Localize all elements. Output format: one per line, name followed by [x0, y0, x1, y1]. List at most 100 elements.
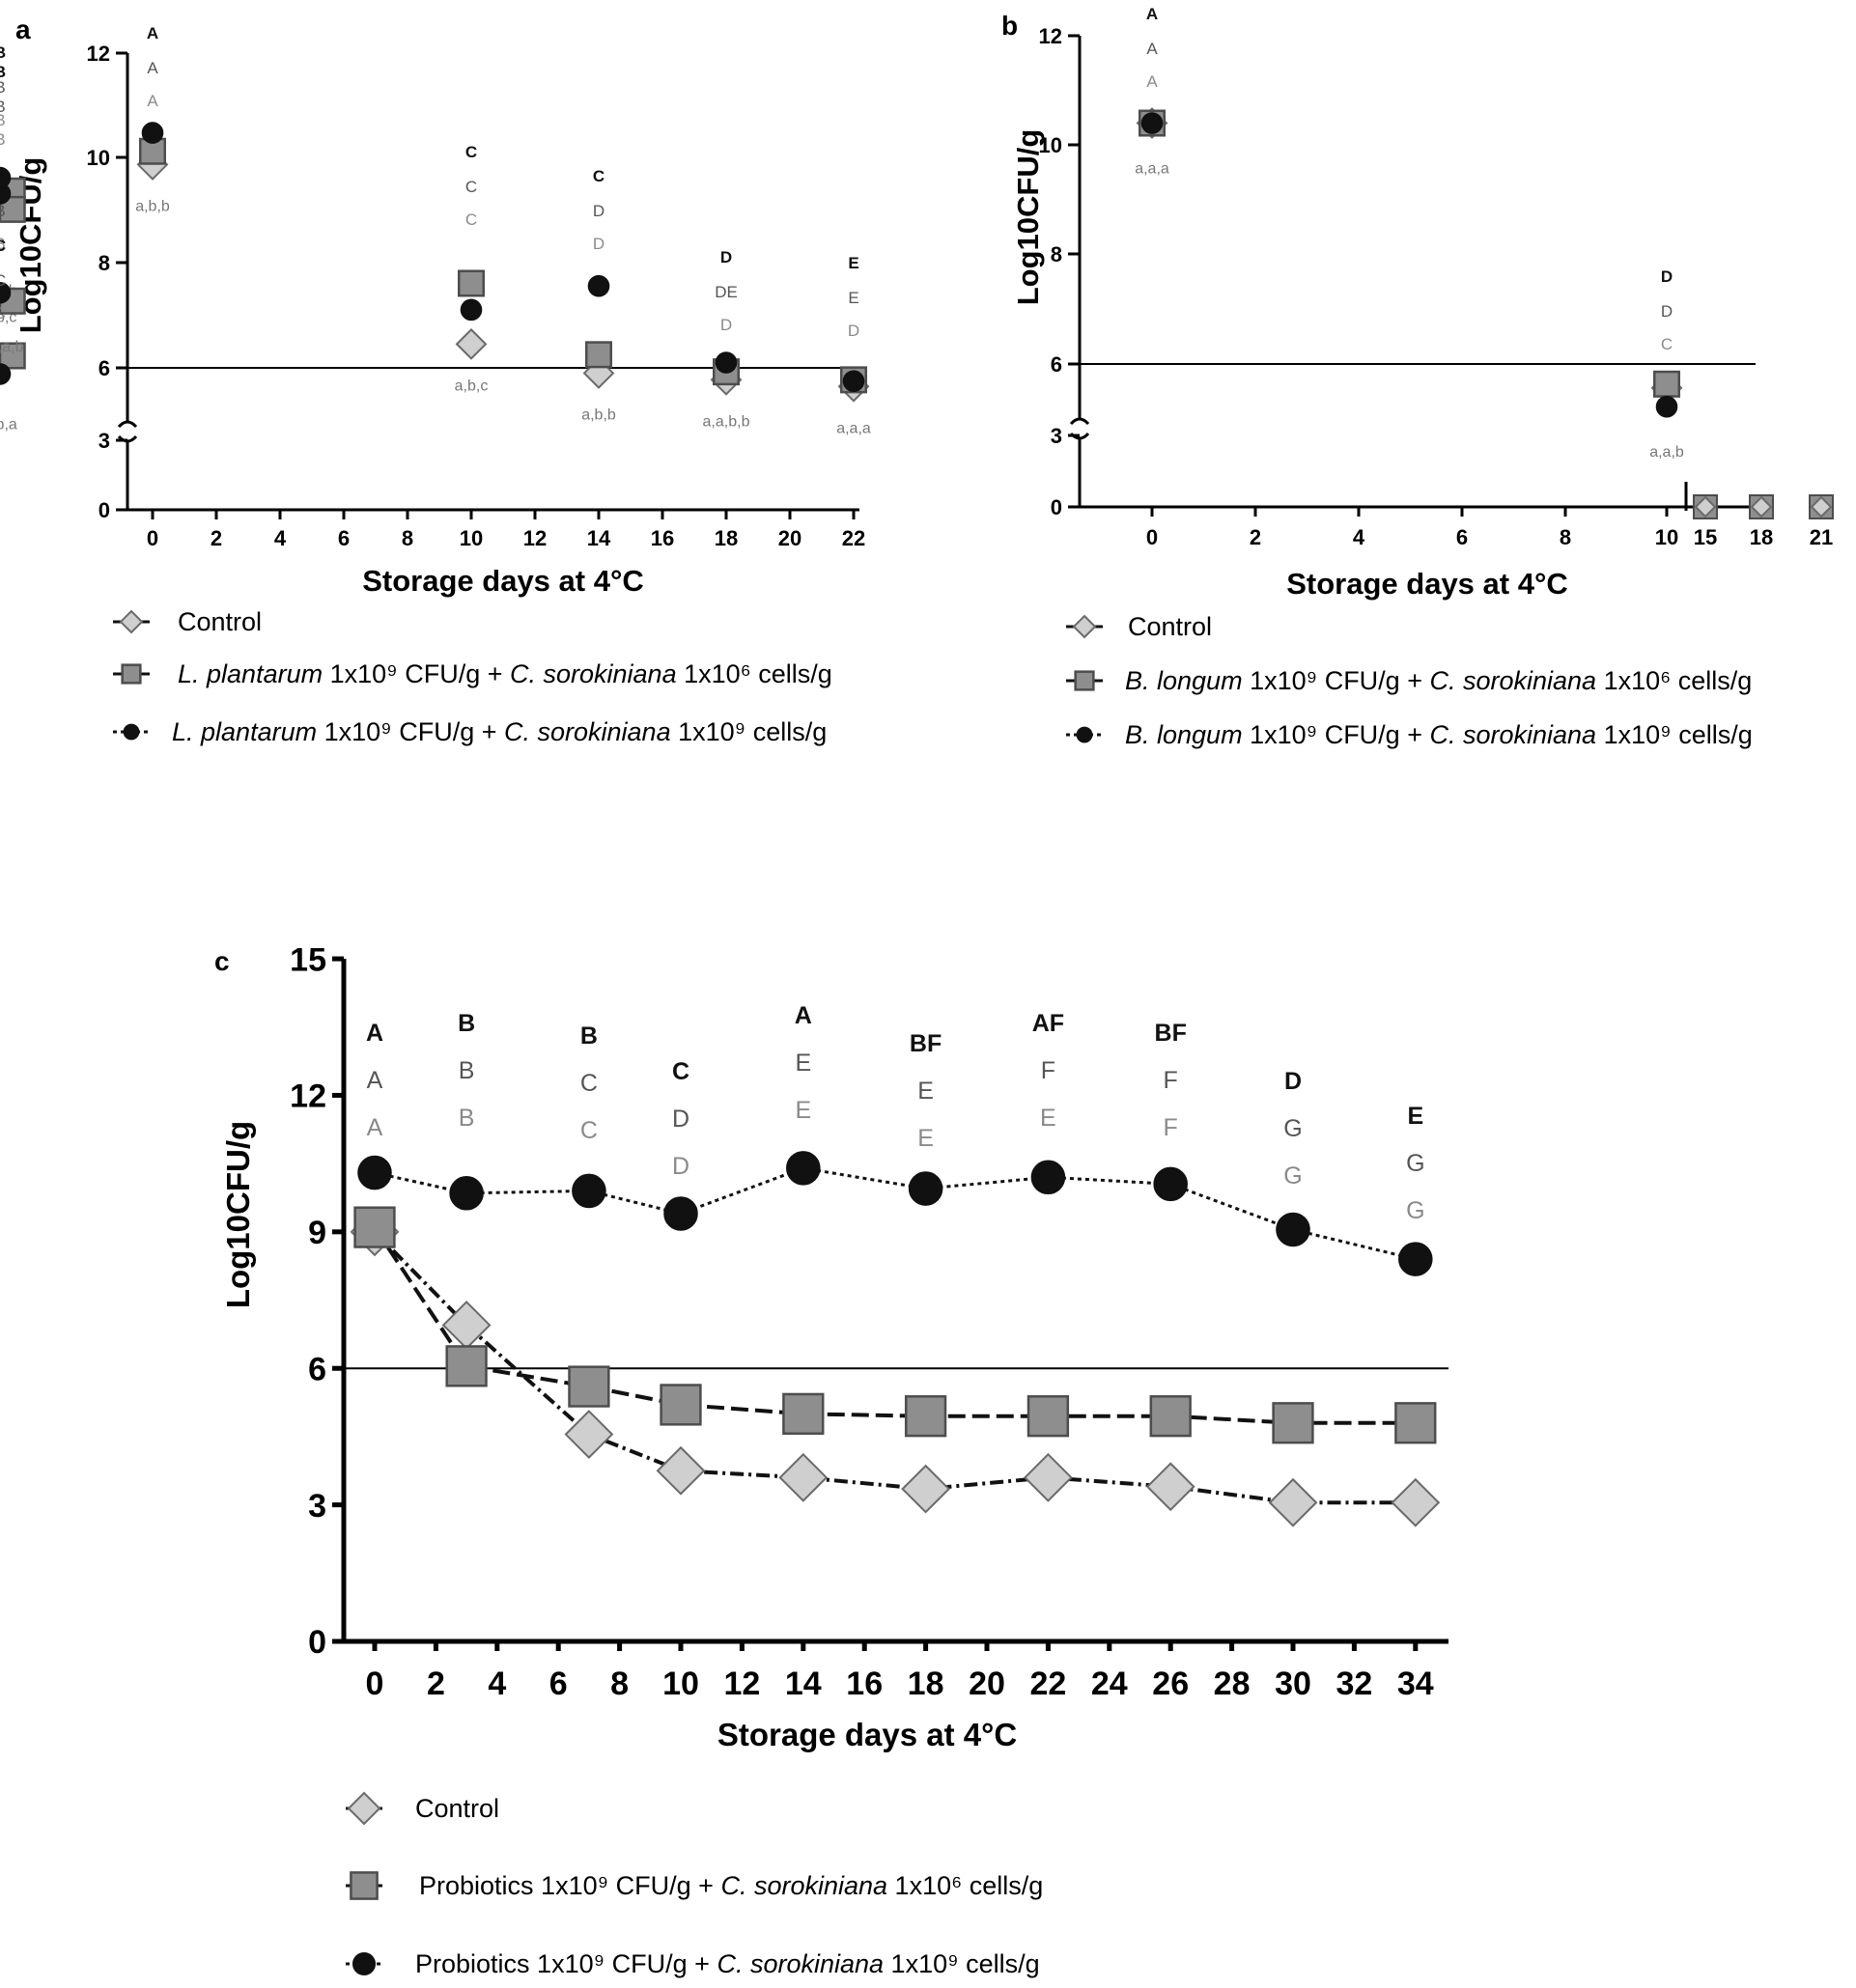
data-point-circle: [460, 298, 483, 322]
data-point-square: [445, 1345, 488, 1387]
axis-break-mark: [117, 420, 138, 443]
data-point-square: [1653, 370, 1680, 398]
x-tick-label: 30: [1275, 1666, 1311, 1702]
significance-letter: E: [795, 1050, 811, 1077]
significance-letter-bottom: a,b,a: [0, 417, 17, 434]
legend-label-part: 1x10⁹ CFU/g +: [323, 659, 510, 688]
significance-letter: G: [1283, 1115, 1302, 1142]
data-point-square: [782, 1392, 825, 1435]
significance-letter: A: [367, 1067, 383, 1094]
significance-letter: C: [0, 237, 6, 255]
data-point-circle: [1655, 395, 1678, 418]
x-tick-label: 4: [488, 1666, 506, 1702]
y-tick-label: 3: [308, 1488, 326, 1525]
data-point-circle: [0, 182, 12, 205]
significance-letter: BF: [1155, 1020, 1187, 1047]
significance-letter: G: [1406, 1150, 1424, 1177]
x-tick-label: 10: [1655, 525, 1678, 549]
data-point-circle: [908, 1171, 943, 1206]
significance-letter-bottom: a,b,c: [455, 378, 489, 394]
significance-letter: D: [720, 248, 732, 266]
legend-label-part: 1x10⁹ CFU/g +: [1243, 666, 1430, 695]
significance-letter: C: [0, 271, 6, 290]
significance-letter: A: [1146, 5, 1158, 23]
legend-marker-circle: [1076, 726, 1093, 743]
significance-letter: C: [465, 178, 477, 196]
significance-letter: B: [0, 78, 6, 97]
x-axis-title: Storage days at 4°C: [1286, 567, 1568, 601]
data-point-diamond: [1023, 1452, 1073, 1502]
significance-letter: F: [1164, 1067, 1178, 1094]
legend-label-part: L. plantarum: [172, 717, 317, 746]
legend-label-part: C. sorokiniana: [504, 717, 671, 746]
x-tick-label: 10: [460, 526, 483, 550]
significance-letter: A: [1146, 72, 1158, 91]
significance-letter: E: [795, 1097, 811, 1124]
panel-letter-c: c: [214, 946, 230, 976]
significance-letter: DE: [715, 283, 738, 301]
legend-label-part: B. longum: [1125, 720, 1243, 749]
legend-marker-square: [350, 1871, 379, 1900]
significance-letter: B: [459, 1105, 475, 1132]
x-tick-label: 8: [402, 526, 413, 550]
series-line-diamond: [373, 1230, 1416, 1505]
legend-label-part: C. sorokiniana: [720, 1871, 887, 1900]
significance-letter: C: [0, 304, 6, 322]
x-tick-label: 26: [1152, 1666, 1189, 1702]
y-axis-title: Log10CFU/g: [1011, 129, 1045, 306]
significance-letter: C: [580, 1070, 598, 1097]
legend-label-circle: B. longum 1x10⁹ CFU/g + C. sorokiniana 1…: [1125, 720, 1753, 749]
legend-label-part: Control: [1128, 612, 1212, 641]
data-point-square: [0, 195, 26, 223]
significance-letter: D: [593, 235, 605, 253]
legend-label-part: 1x10⁹ CFU/g +: [317, 717, 504, 746]
x-tick-label: 2: [1250, 525, 1261, 549]
significance-letter: B: [0, 43, 6, 62]
legend-label-part: 1x10⁹ cells/g: [671, 717, 828, 746]
y-tick-label: 12: [1039, 24, 1062, 48]
x-tick-label: 6: [1456, 525, 1468, 549]
y-tick-label: 0: [308, 1624, 326, 1661]
panel-a: a 0 3 6 8 10 12 0 2 4 6 8 10 12 14 16 18 20 22 Storage days…: [0, 14, 871, 746]
x-tick-label: 12: [723, 1666, 760, 1702]
y-tick-label: 0: [1051, 495, 1062, 519]
legend-marker-diamond: [119, 609, 144, 634]
data-point-circle: [587, 274, 610, 297]
significance-letter: A: [1146, 40, 1158, 58]
panel-b: b 0 3 6 8 10 12 0 2 4 6 8 10 15 18 21 Storage days at 4°…: [0, 5, 1834, 749]
data-point-circle: [1398, 1242, 1433, 1276]
y-tick-label: 8: [98, 251, 110, 275]
x-tick-label: 0: [366, 1666, 384, 1702]
data-point-circle: [572, 1173, 606, 1209]
data-point-circle: [0, 281, 12, 304]
legend-label-part: 1x10⁶ cells/g: [677, 659, 832, 688]
significance-letter: B: [0, 98, 6, 116]
data-point-diamond: [901, 1464, 951, 1514]
x-axis-title: Storage days at 4°C: [362, 564, 644, 598]
x-tick-label: 4: [274, 526, 287, 550]
y-axis-title: Log10CFU/g: [220, 1121, 256, 1308]
significance-letter: D: [1284, 1068, 1302, 1095]
data-point-circle: [357, 1155, 392, 1190]
data-point-square: [568, 1365, 610, 1408]
significance-letter: G: [1283, 1162, 1302, 1190]
significance-letter: E: [917, 1078, 934, 1105]
significance-letter-bottom: a,a,a: [836, 420, 871, 436]
legend-label-square: L. plantarum 1x10⁹ CFU/g + C. sorokinian…: [178, 659, 832, 688]
x-tick-label: 34: [1397, 1666, 1434, 1702]
legend-label-part: C. sorokiniana: [510, 659, 677, 688]
y-tick-label: 3: [98, 429, 110, 453]
significance-letter: B: [0, 63, 6, 81]
x-tick-label: 21: [1810, 525, 1833, 549]
data-point-circle: [1276, 1212, 1310, 1247]
legend-label-part: B. longum: [1125, 666, 1243, 695]
legend-label-part: Probiotics 1x10⁹ CFU/g +: [419, 1871, 720, 1900]
significance-letter: B: [580, 1022, 598, 1050]
significance-letter: A: [367, 1114, 383, 1141]
significance-letter: B: [458, 1010, 475, 1037]
significance-letter: E: [848, 254, 858, 272]
significance-letter: C: [580, 1117, 598, 1144]
legend-label-square: B. longum 1x10⁹ CFU/g + C. sorokiniana 1…: [1125, 666, 1752, 695]
